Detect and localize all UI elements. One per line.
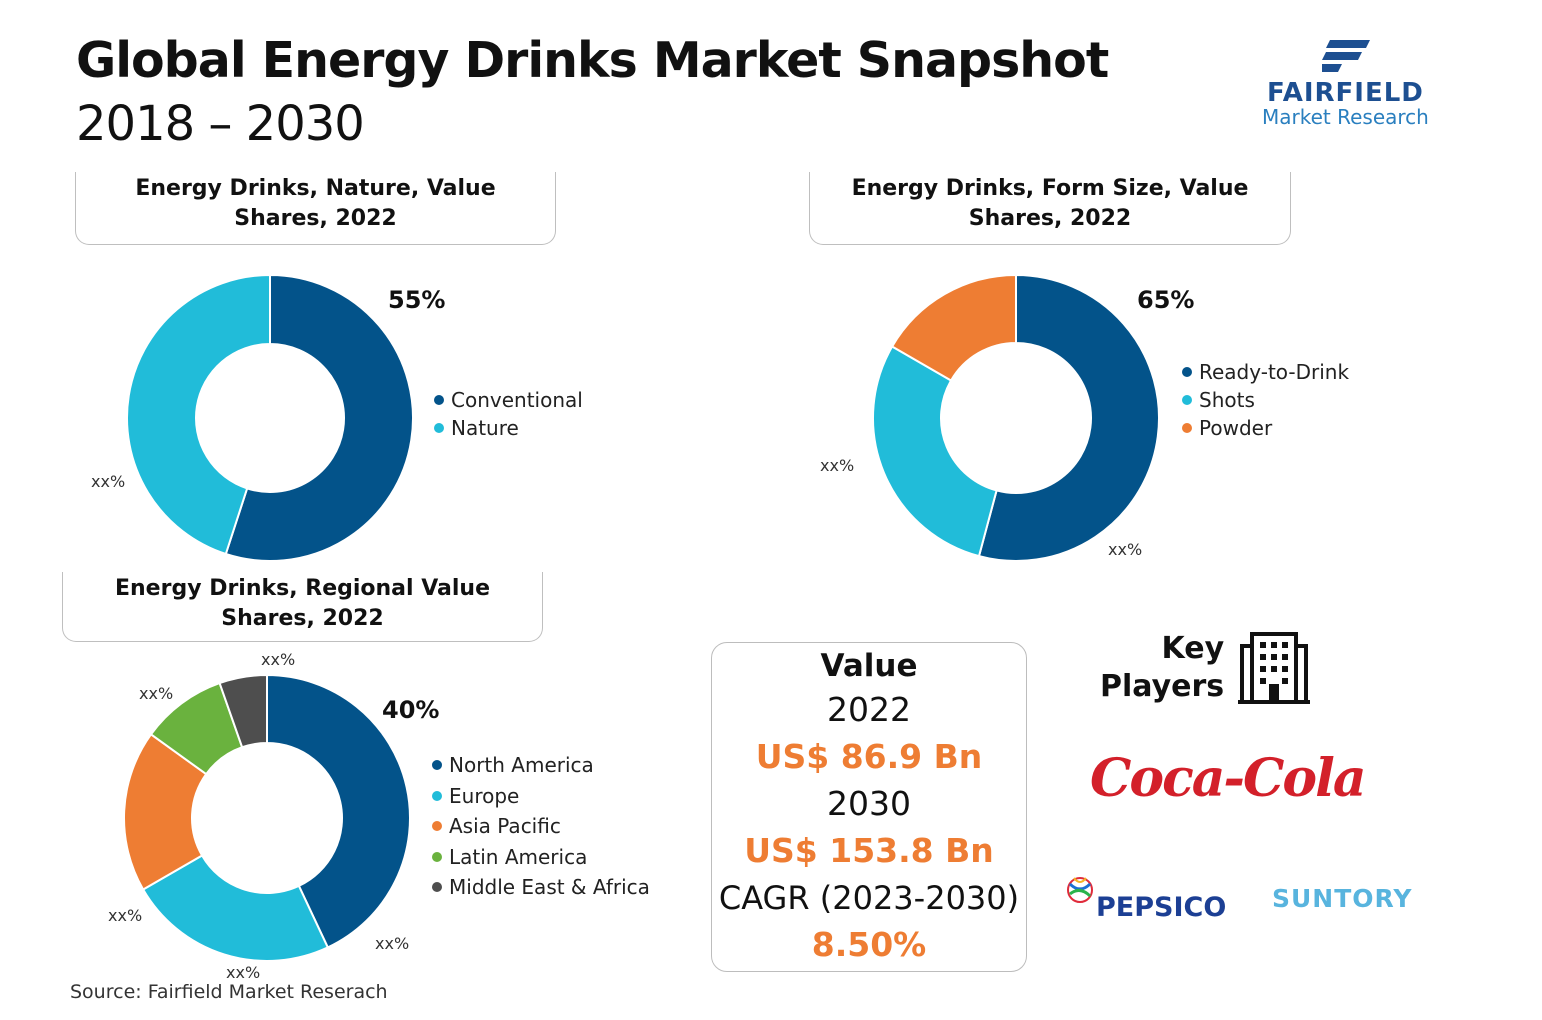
donut-slice-nature — [126, 273, 271, 556]
regional-label-latin-america: xx% — [139, 684, 174, 703]
legend-item-asia-pacific: Asia Pacific — [432, 811, 650, 842]
legend-label: Shots — [1199, 388, 1255, 412]
legend-dot — [432, 882, 442, 893]
legend-item-conventional: Conventional — [434, 386, 583, 414]
page-title: Global Energy Drinks Market Snapshot — [76, 32, 1109, 89]
legend-dot — [432, 760, 442, 771]
nature-chart-header: Energy Drinks, Nature, Value Shares, 202… — [75, 172, 556, 245]
legend-item-europe: Europe — [432, 781, 650, 812]
source-note: Source: Fairfield Market Reserach — [70, 981, 388, 1003]
regional-label-extra: xx% — [375, 934, 410, 953]
legend-item-north-america: North America — [432, 750, 650, 781]
formsize-donut-chart — [872, 273, 1160, 562]
legend-item-mea: Middle East & Africa — [432, 872, 650, 903]
legend-label: Middle East & Africa — [449, 875, 650, 899]
legend-label: Europe — [449, 783, 520, 808]
nature-label-nature: xx% — [91, 472, 126, 491]
donut-slice-middle-east-africa — [218, 673, 268, 749]
pepsico-globe-icon — [1067, 877, 1093, 903]
cagr-value: 8.50% — [811, 925, 927, 964]
legend-item-powder: Powder — [1182, 414, 1349, 442]
legend-label: North America — [449, 753, 594, 777]
formsize-legend: Ready-to-Drink Shots Powder — [1182, 358, 1349, 442]
legend-item-shots: Shots — [1182, 386, 1349, 414]
nature-donut-chart — [126, 273, 414, 562]
brand-name: FAIRFIELD — [1266, 78, 1424, 108]
regional-chart-header: Energy Drinks, Regional Value Shares, 20… — [62, 572, 543, 642]
building-icon — [1238, 632, 1310, 704]
formsize-label-rtd: 65% — [1137, 286, 1195, 314]
formsize-label-shots: xx% — [1108, 540, 1143, 559]
value-year-2022: 2022 — [827, 690, 911, 729]
formsize-label-powder: xx% — [820, 456, 855, 475]
key-players-title: Key Players — [1100, 630, 1224, 706]
legend-item-nature: Nature — [434, 414, 583, 442]
coca-cola-logo: Coca-Cola — [1090, 748, 1367, 809]
legend-dot — [434, 423, 444, 433]
donut-slice-conventional — [224, 273, 414, 562]
legend-label: Conventional — [451, 388, 583, 412]
donut-slice-shots — [872, 345, 998, 558]
value-heading: Value — [820, 648, 918, 684]
donut-slice-powder — [890, 273, 1017, 382]
nature-legend: Conventional Nature — [434, 386, 583, 442]
regional-legend: North America Europe Asia Pacific Latin … — [432, 750, 650, 903]
page-subtitle: 2018 – 2030 — [76, 96, 365, 152]
legend-dot — [1182, 395, 1192, 405]
formsize-chart-title-line2: Shares, 2022 — [968, 206, 1132, 231]
legend-dot — [432, 821, 442, 832]
regional-chart-title-line2: Shares, 2022 — [221, 606, 384, 631]
legend-dot — [1182, 423, 1192, 433]
legend-dot — [432, 790, 442, 801]
nature-label-conventional: 55% — [388, 286, 446, 314]
legend-label: Latin America — [449, 844, 588, 869]
pepsico-logo: PEPSICO — [1096, 892, 1227, 923]
regional-chart-title-line1: Energy Drinks, Regional Value — [114, 576, 491, 601]
key-players-line2: Players — [1100, 669, 1225, 704]
legend-dot — [1182, 367, 1192, 377]
legend-label: Asia Pacific — [449, 814, 561, 838]
legend-label: Nature — [451, 416, 519, 440]
cagr-label: CAGR (2023-2030) — [718, 879, 1020, 917]
donut-slice-ready-to-drink — [977, 273, 1160, 562]
legend-label: Powder — [1199, 416, 1273, 440]
regional-label-north-america: 40% — [382, 696, 440, 724]
legend-item-latin-america: Latin America — [432, 842, 650, 873]
nature-chart-title-line2: Shares, 2022 — [234, 206, 397, 231]
value-2022: US$ 86.9 Bn — [755, 737, 983, 776]
legend-dot — [432, 851, 442, 862]
brand-tagline: Market Research — [1262, 105, 1429, 129]
formsize-chart-header: Energy Drinks, Form Size, Value Shares, … — [809, 172, 1291, 245]
value-year-2030: 2030 — [827, 784, 911, 823]
regional-label-asia-pacific: xx% — [108, 906, 143, 925]
regional-donut-chart — [123, 673, 411, 962]
fairfield-logo-icon — [1318, 40, 1370, 72]
fairfield-logo: FAIRFIELD Market Research — [1262, 80, 1429, 128]
legend-label: Ready-to-Drink — [1199, 360, 1350, 384]
regional-label-europe: xx% — [226, 963, 261, 982]
regional-label-mea: xx% — [261, 650, 296, 669]
suntory-logo: SUNTORY — [1272, 884, 1413, 913]
donut-slice-asia-pacific — [123, 732, 208, 891]
legend-item-ready-to-drink: Ready-to-Drink — [1182, 358, 1349, 386]
fairfield-logo-mark — [1318, 40, 1372, 76]
key-players-line1: Key — [1161, 631, 1225, 666]
donut-slice-north-america — [266, 673, 411, 949]
value-2030: US$ 153.8 Bn — [744, 831, 994, 870]
formsize-chart-title-line1: Energy Drinks, Form Size, Value — [851, 176, 1249, 201]
donut-slice-europe — [141, 854, 330, 962]
nature-chart-title-line1: Energy Drinks, Nature, Value — [135, 176, 496, 201]
value-summary-box: Value 2022 US$ 86.9 Bn 2030 US$ 153.8 Bn… — [711, 642, 1027, 972]
legend-dot — [434, 395, 444, 405]
